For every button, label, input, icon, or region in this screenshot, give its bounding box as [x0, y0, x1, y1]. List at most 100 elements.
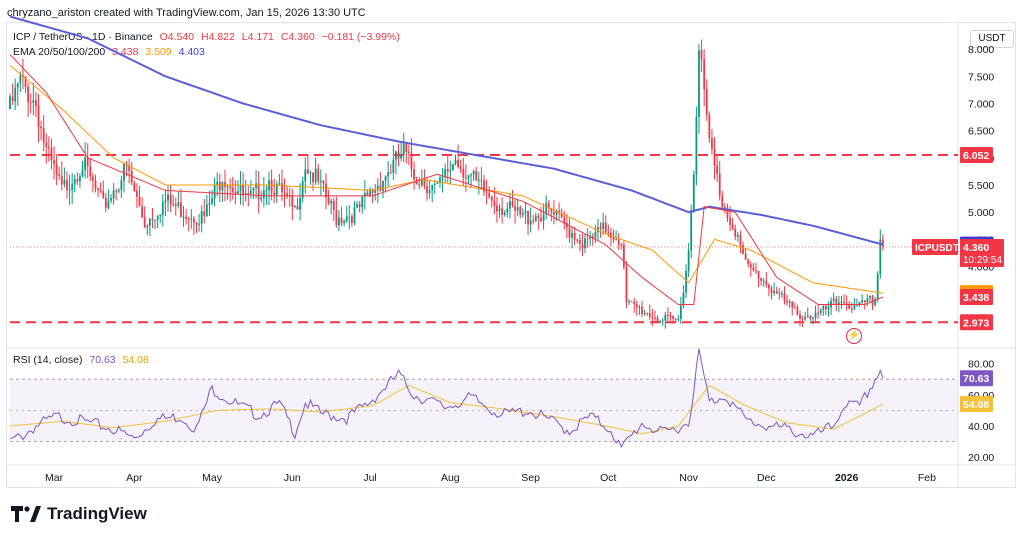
candle-body: [294, 205, 296, 207]
candle-body: [529, 220, 532, 225]
candle-body: [441, 175, 444, 178]
candle-body: [229, 186, 232, 188]
rsi-ma-value: 54.08: [122, 354, 149, 366]
candles: [9, 39, 884, 329]
candle-body: [239, 184, 242, 192]
candle-body: [708, 114, 711, 139]
candle-body: [366, 192, 369, 196]
candle-body: [516, 207, 519, 211]
candle-body: [713, 148, 716, 166]
candle-body: [804, 317, 807, 320]
candle-body: [628, 301, 630, 303]
candle-body: [71, 184, 74, 190]
candle-body: [444, 169, 447, 176]
candle-body: [786, 300, 788, 303]
candle-body: [356, 204, 358, 208]
candle-body: [180, 202, 182, 217]
candle-body: [174, 204, 177, 206]
candle-body: [555, 210, 558, 215]
level-price-tag-bg: [960, 147, 993, 164]
rsi-value-tag-bg: [960, 370, 993, 387]
candle-body: [866, 298, 869, 303]
tradingview-logo-icon: [11, 506, 41, 522]
candle-body: [550, 208, 553, 212]
last-price-tag-bg: [960, 238, 1004, 267]
time-tick-label: Sep: [521, 472, 540, 484]
candle-body: [275, 184, 278, 196]
candle-body: [123, 164, 125, 181]
candle-body: [332, 200, 335, 210]
candle-body: [602, 222, 605, 229]
candle-body: [734, 228, 737, 237]
candle-body: [55, 164, 58, 175]
candle-body: [848, 304, 851, 309]
candle-body: [340, 217, 343, 224]
candle-body: [141, 206, 144, 218]
candle-body: [672, 315, 674, 319]
candle-body: [410, 152, 413, 170]
candle-body: [299, 198, 302, 210]
rsi-tick-label: 80.00: [968, 359, 994, 371]
candle-body: [674, 318, 677, 320]
candle-body: [231, 187, 234, 192]
candle-body: [584, 238, 586, 249]
rsi-label[interactable]: RSI (14, close): [13, 354, 83, 366]
candle-body: [110, 198, 112, 201]
candle-body: [573, 232, 576, 240]
candle-body: [426, 186, 428, 194]
rsi-value-tag: 70.63: [963, 373, 989, 385]
candle-body: [187, 218, 190, 220]
candle-body: [716, 165, 719, 174]
currency-button[interactable]: USDT: [970, 30, 1014, 48]
candle-body: [454, 160, 457, 165]
candle-body: [395, 151, 397, 160]
candle-body: [84, 157, 87, 170]
ema-label[interactable]: EMA 20/50/100/200: [13, 46, 106, 58]
candle-body: [19, 75, 22, 84]
candle-body: [780, 293, 783, 295]
candle-body: [40, 126, 42, 129]
candle-body: [198, 223, 200, 225]
candle-body: [801, 318, 804, 320]
time-tick-label: 2026: [835, 472, 859, 484]
candle-body: [273, 192, 276, 196]
candle-body: [664, 315, 667, 321]
candle-body: [506, 208, 509, 213]
candle-body: [286, 193, 289, 196]
candle-body: [47, 147, 50, 149]
candle-body: [242, 184, 245, 195]
candle-body: [177, 202, 180, 206]
candle-body: [796, 307, 799, 315]
time-tick-label: Jul: [363, 472, 376, 484]
candle-body: [700, 50, 703, 59]
candle-body: [156, 216, 159, 220]
level-price-tag: 6.052: [963, 150, 989, 162]
candle-body: [237, 191, 239, 194]
candle-body: [418, 184, 421, 186]
candle-body: [216, 181, 219, 186]
candle-body: [374, 189, 377, 193]
candle-body: [205, 204, 208, 217]
candle-body: [625, 267, 628, 302]
candle-body: [760, 277, 763, 281]
candle-body: [705, 89, 708, 115]
time-tick-label: Apr: [126, 472, 143, 484]
candle-body: [213, 185, 216, 199]
candle-body: [853, 305, 856, 310]
candle-body: [527, 211, 529, 225]
candle-body: [620, 244, 623, 246]
candle-body: [879, 239, 882, 275]
bolt-icon[interactable]: ⚡: [846, 328, 862, 344]
candle-body: [322, 180, 325, 184]
candle-body: [685, 270, 687, 293]
candle-body: [827, 307, 830, 310]
candle-body: [32, 100, 35, 103]
time-tick-label: Jun: [284, 472, 301, 484]
chart-frame: [6, 22, 1016, 488]
candle-body: [190, 218, 193, 220]
candle-body: [835, 298, 838, 305]
symbol-tag: ICPUSDT: [915, 243, 959, 254]
candle-body: [612, 237, 615, 240]
candle-body: [843, 301, 845, 304]
